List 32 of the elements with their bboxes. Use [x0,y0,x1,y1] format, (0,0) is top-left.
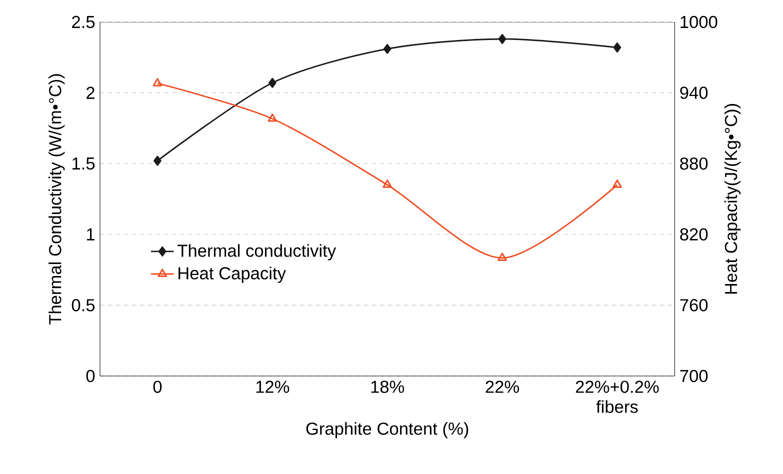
y2-tick-label: 940 [680,86,708,99]
point [268,113,278,122]
x-axis-title: Graphite Content (%) [306,422,468,438]
y2-tick-label: 700 [680,370,708,382]
y-tick-label: 0.5 [72,299,95,312]
x-tick-label: 18% [371,380,404,393]
point [612,180,622,188]
point [152,78,162,86]
y-tick-label: 1 [86,228,94,240]
y-tick-label: 1.5 [72,158,95,170]
legend-label: Thermal conductivity [178,244,336,260]
point [154,156,162,166]
y2-tick-label: 880 [680,157,708,170]
point [383,44,392,54]
legend-label: Heat Capacity [178,266,286,283]
point [498,252,507,261]
y-tick-label: 2.5 [72,16,95,28]
point [613,42,622,52]
y2-axis-title: Heat Capacity(J/(Kg•°C)) [724,104,741,294]
x-tick-label: 22% [486,380,519,393]
point [498,34,506,44]
x-tick-label: 0 [153,380,162,393]
y2-tick-label: 760 [680,299,708,312]
y-tick-label: 2 [86,86,94,99]
x-tick-label: 12% [256,380,290,393]
y2-tick-label: 1000 [680,16,718,28]
y2-tick-label: 820 [680,228,708,241]
y-tick-label: 0 [86,370,95,382]
point [382,180,392,188]
x-tick-label: 22%+0.2% fibers [576,380,659,413]
y-axis-title: Thermal Conductivity (W/(m•°C)) [48,74,65,325]
point [268,78,276,88]
